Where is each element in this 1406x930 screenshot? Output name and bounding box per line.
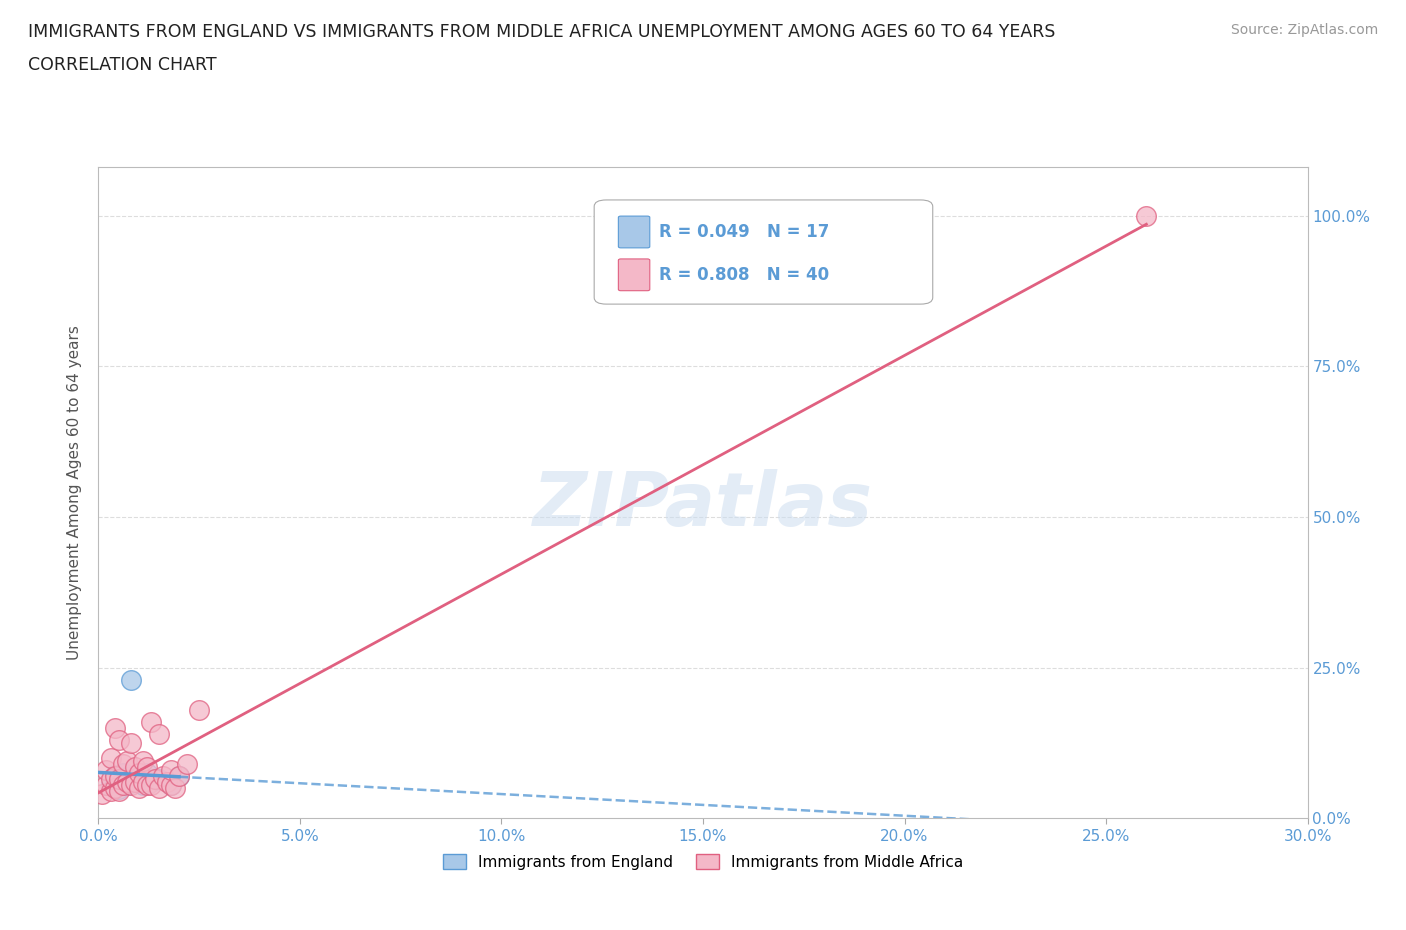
Point <box>132 775 155 790</box>
Point <box>120 672 142 687</box>
Point <box>120 777 142 792</box>
Point <box>115 770 138 785</box>
Point <box>103 774 125 789</box>
Point <box>160 763 183 777</box>
Point <box>188 702 211 717</box>
Point <box>115 775 138 790</box>
Point <box>120 736 142 751</box>
Point <box>128 769 150 784</box>
Point <box>1135 208 1157 223</box>
Point <box>156 775 179 790</box>
Point <box>132 777 155 792</box>
Point <box>96 777 118 792</box>
Point <box>111 777 134 792</box>
Point <box>135 760 157 775</box>
Text: R = 0.049   N = 17: R = 0.049 N = 17 <box>659 223 830 241</box>
Point <box>160 777 183 792</box>
Point <box>124 760 146 775</box>
Point <box>103 721 125 736</box>
Point <box>96 763 118 777</box>
Point <box>103 769 125 784</box>
Text: IMMIGRANTS FROM ENGLAND VS IMMIGRANTS FROM MIDDLE AFRICA UNEMPLOYMENT AMONG AGES: IMMIGRANTS FROM ENGLAND VS IMMIGRANTS FR… <box>28 23 1056 41</box>
Point <box>124 775 146 790</box>
Point <box>148 772 170 787</box>
FancyBboxPatch shape <box>595 200 932 304</box>
Point <box>107 784 129 799</box>
Point <box>139 775 162 790</box>
FancyBboxPatch shape <box>619 216 650 248</box>
Point <box>128 781 150 796</box>
Text: CORRELATION CHART: CORRELATION CHART <box>28 56 217 73</box>
Point <box>107 733 129 748</box>
Point <box>176 757 198 772</box>
Point <box>107 782 129 797</box>
FancyBboxPatch shape <box>619 259 650 291</box>
Point <box>167 769 190 784</box>
Point <box>163 781 186 796</box>
Point <box>152 769 174 784</box>
Point <box>132 753 155 768</box>
Point <box>111 757 134 772</box>
Legend: Immigrants from England, Immigrants from Middle Africa: Immigrants from England, Immigrants from… <box>437 847 969 876</box>
Text: Source: ZipAtlas.com: Source: ZipAtlas.com <box>1230 23 1378 37</box>
Point <box>148 726 170 741</box>
Point <box>107 772 129 787</box>
Point <box>115 753 138 768</box>
Text: ZIPatlas: ZIPatlas <box>533 470 873 542</box>
Point <box>100 751 122 765</box>
Text: R = 0.808   N = 40: R = 0.808 N = 40 <box>659 266 830 284</box>
Point <box>103 767 125 782</box>
Point <box>124 775 146 790</box>
Point <box>107 772 129 787</box>
Point <box>135 765 157 780</box>
Point <box>139 714 162 729</box>
Point <box>100 777 122 792</box>
Point <box>139 777 162 792</box>
Point <box>167 769 190 784</box>
Point <box>143 772 166 787</box>
Point <box>91 787 114 802</box>
Point <box>135 777 157 792</box>
Point <box>160 777 183 792</box>
Point <box>111 765 134 780</box>
Y-axis label: Unemployment Among Ages 60 to 64 years: Unemployment Among Ages 60 to 64 years <box>67 326 83 660</box>
Point <box>100 772 122 787</box>
Point <box>100 784 122 799</box>
Point <box>115 777 138 792</box>
Point <box>148 781 170 796</box>
Point <box>128 765 150 780</box>
Point <box>103 781 125 796</box>
